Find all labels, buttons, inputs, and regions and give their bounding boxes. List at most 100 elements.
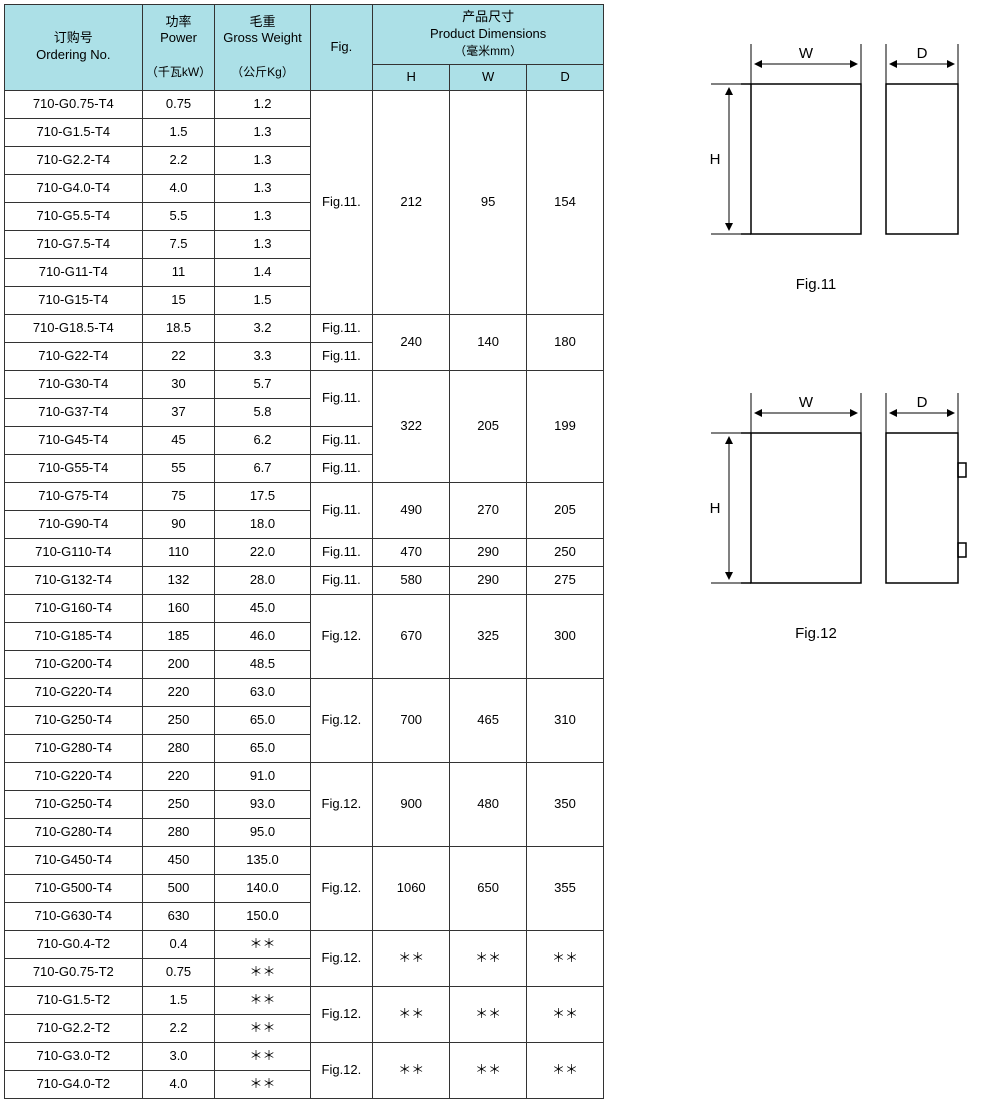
- cell-power: 250: [142, 790, 215, 818]
- cell-w: 95: [450, 90, 527, 314]
- cell-w: 140: [450, 314, 527, 370]
- cell-power: 11: [142, 258, 215, 286]
- cell-fig: Fig.12.: [310, 1042, 373, 1098]
- cell-power: 4.0: [142, 1070, 215, 1098]
- cell-gross-weight: 1.5: [215, 286, 310, 314]
- cell-w: ＊＊: [450, 986, 527, 1042]
- cell-gross-weight: ＊＊: [215, 1042, 310, 1070]
- cell-gross-weight: 5.7: [215, 370, 310, 398]
- cell-gross-weight: 6.2: [215, 426, 310, 454]
- hdr-ordering-en: Ordering No.: [36, 47, 110, 62]
- cell-order: 710-G22-T4: [5, 342, 143, 370]
- cell-order: 710-G4.0-T2: [5, 1070, 143, 1098]
- cell-power: 2.2: [142, 146, 215, 174]
- cell-power: 45: [142, 426, 215, 454]
- cell-order: 710-G55-T4: [5, 454, 143, 482]
- hdr-dims: 产品尺寸 Product Dimensions （毫米mm）: [373, 5, 604, 65]
- cell-power: 280: [142, 818, 215, 846]
- cell-power: 55: [142, 454, 215, 482]
- cell-power: 30: [142, 370, 215, 398]
- cell-power: 185: [142, 622, 215, 650]
- hdr-gross-en: Gross Weight: [223, 30, 302, 45]
- cell-w: 290: [450, 566, 527, 594]
- cell-fig: Fig.11.: [310, 426, 373, 454]
- cell-order: 710-G220-T4: [5, 678, 143, 706]
- cell-h: 1060: [373, 846, 450, 930]
- cell-order: 710-G280-T4: [5, 818, 143, 846]
- cell-d: 300: [527, 594, 604, 678]
- cell-gross-weight: 5.8: [215, 398, 310, 426]
- cell-h: 490: [373, 482, 450, 538]
- cell-order: 710-G3.0-T2: [5, 1042, 143, 1070]
- hdr-power: 功率 Power （千瓦kW）: [142, 5, 215, 91]
- cell-d: 355: [527, 846, 604, 930]
- cell-gross-weight: 1.4: [215, 258, 310, 286]
- cell-gross-weight: 6.7: [215, 454, 310, 482]
- table-row: 710-G1.5-T21.5＊＊Fig.12.＊＊＊＊＊＊: [5, 986, 604, 1014]
- table-row: 710-G0.75-T40.751.2Fig.11.21295154: [5, 90, 604, 118]
- cell-gross-weight: 1.3: [215, 174, 310, 202]
- spec-table: 订购号 Ordering No. 功率 Power （千瓦kW） 毛重 Gros…: [4, 4, 604, 1099]
- cell-w: 270: [450, 482, 527, 538]
- cell-gross-weight: ＊＊: [215, 930, 310, 958]
- cell-gross-weight: 140.0: [215, 874, 310, 902]
- svg-text:D: D: [917, 45, 928, 62]
- cell-d: 275: [527, 566, 604, 594]
- cell-d: 154: [527, 90, 604, 314]
- hdr-h: H: [373, 64, 450, 90]
- cell-power: 15: [142, 286, 215, 314]
- cell-h: 580: [373, 566, 450, 594]
- cell-order: 710-G185-T4: [5, 622, 143, 650]
- cell-power: 200: [142, 650, 215, 678]
- cell-gross-weight: 1.2: [215, 90, 310, 118]
- cell-order: 710-G200-T4: [5, 650, 143, 678]
- hdr-d: D: [527, 64, 604, 90]
- hdr-fig: Fig.: [310, 5, 373, 91]
- cell-gross-weight: 1.3: [215, 202, 310, 230]
- cell-d: 199: [527, 370, 604, 482]
- cell-gross-weight: ＊＊: [215, 986, 310, 1014]
- cell-power: 1.5: [142, 986, 215, 1014]
- cell-h: ＊＊: [373, 1042, 450, 1098]
- cell-gross-weight: 63.0: [215, 678, 310, 706]
- table-row: 710-G110-T411022.0Fig.11.470290250: [5, 538, 604, 566]
- hdr-w: W: [450, 64, 527, 90]
- cell-w: 650: [450, 846, 527, 930]
- cell-power: 5.5: [142, 202, 215, 230]
- cell-power: 1.5: [142, 118, 215, 146]
- hdr-power-en: Power: [160, 30, 197, 45]
- cell-h: 900: [373, 762, 450, 846]
- cell-order: 710-G75-T4: [5, 482, 143, 510]
- cell-w: ＊＊: [450, 930, 527, 986]
- svg-text:W: W: [799, 394, 814, 411]
- cell-gross-weight: 45.0: [215, 594, 310, 622]
- cell-fig: Fig.12.: [310, 986, 373, 1042]
- cell-order: 710-G45-T4: [5, 426, 143, 454]
- cell-power: 630: [142, 902, 215, 930]
- cell-gross-weight: ＊＊: [215, 958, 310, 986]
- cell-gross-weight: 150.0: [215, 902, 310, 930]
- svg-text:W: W: [799, 45, 814, 62]
- table-row: 710-G0.4-T20.4＊＊Fig.12.＊＊＊＊＊＊: [5, 930, 604, 958]
- cell-order: 710-G220-T4: [5, 762, 143, 790]
- cell-fig: Fig.12.: [310, 678, 373, 762]
- table-row: 710-G18.5-T418.53.2Fig.11.240140180: [5, 314, 604, 342]
- cell-power: 75: [142, 482, 215, 510]
- cell-w: ＊＊: [450, 1042, 527, 1098]
- cell-power: 0.4: [142, 930, 215, 958]
- cell-h: 212: [373, 90, 450, 314]
- cell-d: 180: [527, 314, 604, 370]
- cell-h: ＊＊: [373, 930, 450, 986]
- table-row: 710-G132-T413228.0Fig.11.580290275: [5, 566, 604, 594]
- cell-fig: Fig.11.: [310, 566, 373, 594]
- diagram-fig12: W H D Fig.12: [636, 383, 996, 642]
- table-row: 710-G75-T47517.5Fig.11.490270205: [5, 482, 604, 510]
- cell-gross-weight: 95.0: [215, 818, 310, 846]
- cell-order: 710-G15-T4: [5, 286, 143, 314]
- hdr-power-zh: 功率: [166, 14, 192, 29]
- cell-gross-weight: 93.0: [215, 790, 310, 818]
- cell-gross-weight: 1.3: [215, 230, 310, 258]
- cell-power: 37: [142, 398, 215, 426]
- cell-order: 710-G11-T4: [5, 258, 143, 286]
- cell-h: 700: [373, 678, 450, 762]
